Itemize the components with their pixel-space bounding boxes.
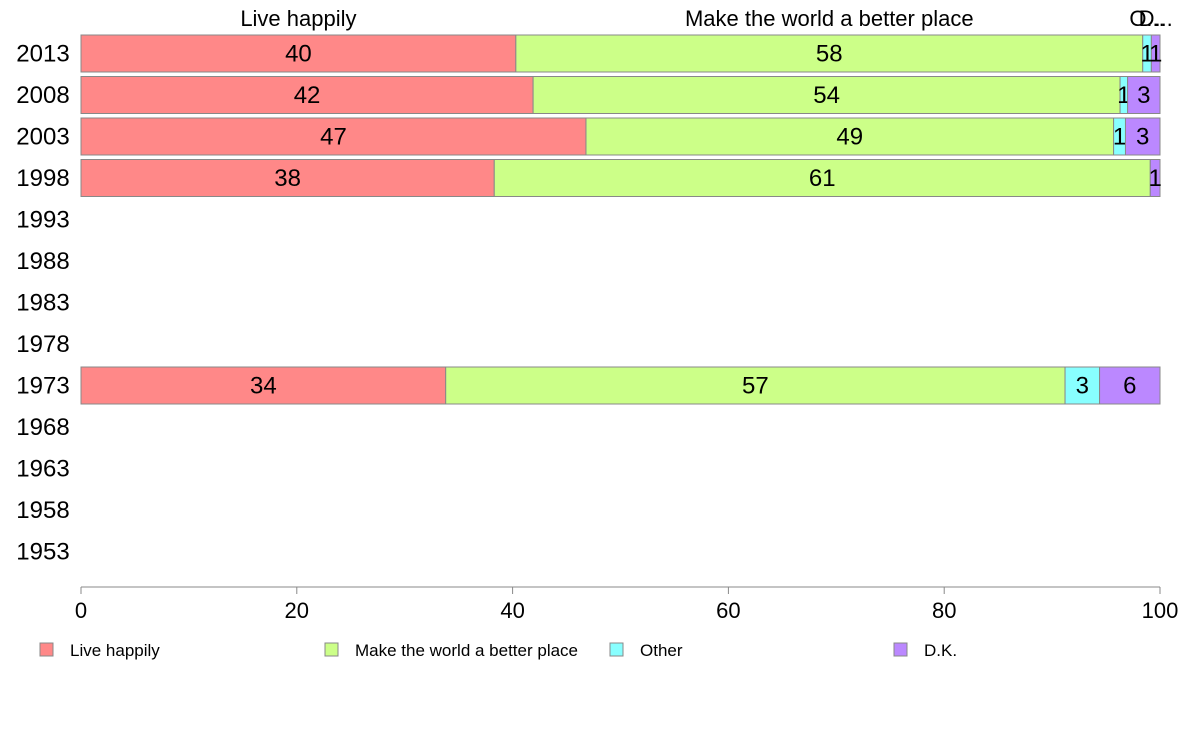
legend-swatch-d-k bbox=[893, 642, 908, 657]
x-tick-label-40: 40 bbox=[500, 598, 524, 623]
year-label-1958: 1958 bbox=[16, 497, 69, 524]
data-label-2008-d-k: 3 bbox=[1137, 82, 1150, 109]
bar-1973-make-the-world-a-better-place bbox=[445, 366, 1066, 405]
data-label-2008-live-happily: 42 bbox=[294, 82, 321, 109]
x-tick-label-80: 80 bbox=[932, 598, 956, 623]
bar-1998-make-the-world-a-better-place bbox=[493, 159, 1151, 197]
year-label-1983: 1983 bbox=[16, 290, 69, 317]
data-label-1973-d-k: 6 bbox=[1123, 373, 1136, 400]
legend-label-live-happily: Live happily bbox=[70, 641, 160, 660]
year-label-1988: 1988 bbox=[16, 248, 69, 275]
column-label-4: D... bbox=[1139, 6, 1173, 31]
x-tick-label-20: 20 bbox=[285, 598, 309, 623]
year-axis-labels: 2013 2008 2003 1998 1993 1988 1983 1978 1973 1968… bbox=[16, 41, 69, 566]
data-label-1973-other: 3 bbox=[1076, 373, 1089, 400]
data-label-1973-make-the-world-a-better-place: 57 bbox=[742, 373, 769, 400]
bar-1973-d-k bbox=[1099, 366, 1161, 405]
column-label-3: O... bbox=[1129, 6, 1164, 31]
year-label-1998: 1998 bbox=[16, 165, 69, 192]
x-tick-label-100: 100 bbox=[1142, 598, 1179, 623]
legend-label-make-the-world-a-better-place: Make the world a better place bbox=[355, 641, 578, 660]
column-label-2: Make the world a better place bbox=[685, 6, 974, 31]
data-label-2008-make-the-world-a-better-place: 54 bbox=[813, 82, 840, 109]
legend: Live happily Make the world a better plac… bbox=[39, 641, 957, 660]
bar-2003-d-k bbox=[1124, 117, 1161, 156]
data-label-2003-live-happily: 47 bbox=[320, 124, 347, 151]
data-label-2003-d-k: 3 bbox=[1136, 124, 1149, 151]
year-label-1963: 1963 bbox=[16, 456, 69, 483]
data-label-2003-make-the-world-a-better-place: 49 bbox=[836, 124, 863, 151]
data-label-1998-live-happily: 38 bbox=[274, 165, 301, 192]
year-label-1953: 1953 bbox=[16, 539, 69, 566]
data-label-2003-other: 1 bbox=[1113, 124, 1126, 151]
bar-1998-live-happily bbox=[80, 159, 495, 197]
column-header-labels: Live happily Make the world a better plac… bbox=[240, 6, 1172, 31]
year-label-1978: 1978 bbox=[16, 331, 69, 358]
legend-swatch-live-happily bbox=[39, 642, 54, 657]
x-tick-label-0: 0 bbox=[75, 598, 87, 623]
legend-swatch-make-the-world-a-better-place bbox=[324, 642, 339, 657]
year-label-2013: 2013 bbox=[16, 41, 69, 68]
year-label-1993: 1993 bbox=[16, 207, 69, 234]
bar-2013-d-k bbox=[1150, 34, 1161, 73]
x-axis: 0 20 40 60 80 100 bbox=[75, 586, 1179, 623]
year-label-2003: 2003 bbox=[16, 124, 69, 151]
year-label-1973: 1973 bbox=[16, 373, 69, 400]
column-label-1: Live happily bbox=[240, 6, 356, 31]
legend-label-d-k: D.K. bbox=[924, 641, 957, 660]
data-label-2013-live-happily: 40 bbox=[285, 41, 312, 68]
legend-label-other: Other bbox=[640, 641, 683, 660]
x-tick-label-60: 60 bbox=[716, 598, 740, 623]
data-label-2013-other: 1 bbox=[1140, 41, 1153, 68]
bar-1998-d-k bbox=[1149, 159, 1161, 197]
year-label-2008: 2008 bbox=[16, 82, 69, 109]
data-label-1998-d-k: 1 bbox=[1148, 165, 1161, 192]
legend-swatch-other bbox=[609, 642, 624, 657]
data-label-2013-d-k: 1 bbox=[1149, 41, 1162, 68]
data-label-2013-make-the-world-a-better-place: 58 bbox=[816, 41, 843, 68]
data-label-1973-live-happily: 34 bbox=[250, 373, 277, 400]
bar-2013-make-the-world-a-better-place bbox=[515, 34, 1144, 73]
data-label-1998-make-the-world-a-better-place: 61 bbox=[809, 165, 836, 192]
bar-2008-d-k bbox=[1127, 76, 1161, 114]
bar-1973-live-happily bbox=[80, 366, 447, 405]
bar-2013-live-happily bbox=[80, 34, 517, 73]
year-label-1968: 1968 bbox=[16, 414, 69, 441]
